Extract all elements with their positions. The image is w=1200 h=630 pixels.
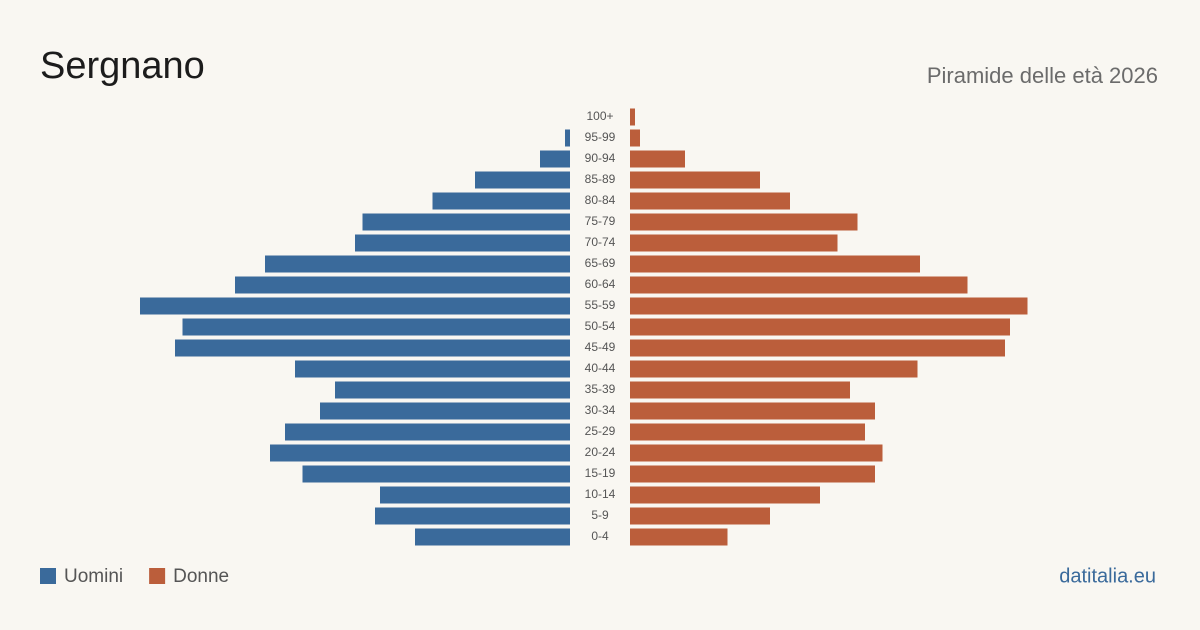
age-label: 45-49 [585, 340, 616, 354]
bar [475, 171, 570, 189]
age-label: 10-14 [585, 487, 616, 501]
bar [630, 528, 728, 546]
bar [630, 381, 850, 399]
age-label: 40-44 [585, 361, 616, 375]
bar [630, 150, 685, 168]
bar [355, 234, 570, 252]
legend-swatch [40, 568, 56, 584]
age-label: 90-94 [585, 151, 616, 165]
age-label: 60-64 [585, 277, 616, 291]
bar [302, 465, 570, 483]
bar [630, 255, 920, 273]
chart-subtitle: Piramide delle età 2026 [927, 63, 1158, 88]
bar [335, 381, 570, 399]
bar [630, 129, 640, 147]
age-label: 20-24 [585, 445, 616, 459]
age-label: 35-39 [585, 382, 616, 396]
age-label: 30-34 [585, 403, 616, 417]
bar [320, 402, 570, 420]
bar [630, 192, 790, 210]
bar [630, 360, 918, 378]
age-label: 5-9 [591, 508, 609, 522]
bar [630, 276, 968, 294]
bar [630, 318, 1010, 336]
bar [630, 171, 760, 189]
age-label: 70-74 [585, 235, 616, 249]
bar [415, 528, 570, 546]
bar [295, 360, 570, 378]
bar [630, 507, 770, 525]
age-label: 80-84 [585, 193, 616, 207]
age-label: 100+ [586, 109, 613, 123]
bar [540, 150, 570, 168]
bar [375, 507, 570, 525]
age-label: 95-99 [585, 130, 616, 144]
bar [630, 486, 820, 504]
bar [380, 486, 570, 504]
chart-title: Sergnano [40, 45, 205, 87]
bar [362, 213, 570, 231]
age-label: 50-54 [585, 319, 616, 333]
age-label: 55-59 [585, 298, 616, 312]
bar [630, 213, 858, 231]
bar [630, 444, 883, 462]
age-label: 15-19 [585, 466, 616, 480]
bar [270, 444, 570, 462]
legend-label: Donne [173, 566, 229, 587]
bar [265, 255, 570, 273]
bar [235, 276, 570, 294]
bar [432, 192, 570, 210]
bar [630, 108, 635, 126]
age-label: 85-89 [585, 172, 616, 186]
bar [630, 402, 875, 420]
bar [285, 423, 570, 441]
age-label: 75-79 [585, 214, 616, 228]
bar [182, 318, 570, 336]
bar [630, 465, 875, 483]
bar [565, 129, 570, 147]
age-label: 65-69 [585, 256, 616, 270]
bar [140, 297, 570, 315]
source-link[interactable]: datitalia.eu [1059, 565, 1156, 587]
age-label: 25-29 [585, 424, 616, 438]
age-label: 0-4 [591, 529, 609, 543]
bar [630, 423, 865, 441]
legend-swatch [149, 568, 166, 584]
bar [630, 339, 1005, 357]
legend-label: Uomini [64, 566, 123, 587]
bar [630, 297, 1028, 315]
bar [630, 234, 838, 252]
bar [175, 339, 570, 357]
